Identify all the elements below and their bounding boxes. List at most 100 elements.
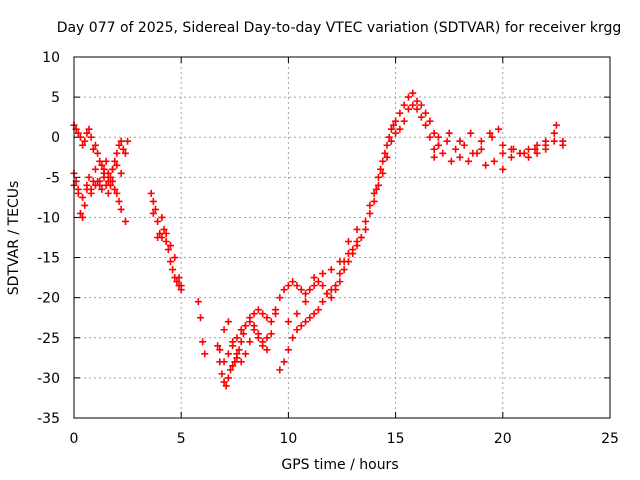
data-point bbox=[109, 165, 117, 173]
data-point bbox=[447, 157, 455, 165]
data-point bbox=[379, 157, 387, 165]
x-tick-label: 20 bbox=[494, 431, 512, 447]
data-point bbox=[229, 362, 237, 370]
data-point bbox=[87, 133, 95, 141]
data-point bbox=[263, 346, 271, 354]
data-point bbox=[396, 109, 404, 117]
y-tick-label: -35 bbox=[37, 411, 60, 427]
data-point bbox=[310, 282, 318, 290]
data-point bbox=[499, 141, 507, 149]
data-point bbox=[366, 201, 374, 209]
data-point bbox=[239, 330, 247, 338]
data-point bbox=[149, 197, 157, 205]
data-point bbox=[297, 322, 305, 330]
data-point bbox=[119, 145, 127, 153]
data-point bbox=[323, 290, 331, 298]
chart-title: Day 077 of 2025, Sidereal Day-to-day VTE… bbox=[57, 20, 622, 36]
data-point bbox=[357, 234, 365, 241]
data-point bbox=[434, 141, 442, 149]
data-point bbox=[201, 350, 209, 358]
data-point bbox=[113, 161, 121, 169]
data-point bbox=[242, 322, 250, 330]
data-point bbox=[379, 169, 387, 177]
data-point bbox=[91, 181, 99, 189]
data-point bbox=[374, 173, 382, 181]
data-point bbox=[430, 129, 438, 137]
data-point bbox=[280, 358, 288, 366]
data-point bbox=[166, 258, 174, 266]
data-point bbox=[242, 350, 250, 358]
data-point bbox=[327, 294, 335, 302]
data-point bbox=[115, 141, 123, 149]
data-point bbox=[349, 250, 357, 258]
data-point bbox=[233, 334, 241, 342]
data-point bbox=[409, 101, 417, 109]
data-point bbox=[81, 201, 89, 209]
data-point bbox=[473, 149, 481, 157]
plot-frame bbox=[73, 56, 611, 419]
data-point bbox=[237, 338, 245, 346]
data-point bbox=[220, 358, 228, 366]
data-point bbox=[445, 129, 453, 137]
data-point bbox=[507, 153, 515, 161]
data-point bbox=[91, 165, 99, 173]
data-point bbox=[417, 101, 425, 109]
y-tick-label: -30 bbox=[37, 371, 60, 387]
data-point bbox=[177, 282, 185, 290]
data-point bbox=[314, 306, 322, 314]
data-point bbox=[113, 189, 121, 197]
data-point bbox=[237, 358, 245, 366]
data-point bbox=[482, 161, 490, 169]
x-tick-label: 0 bbox=[70, 431, 79, 447]
data-point bbox=[314, 278, 322, 286]
x-tick-label: 5 bbox=[177, 431, 186, 447]
data-point bbox=[85, 173, 93, 181]
data-point bbox=[413, 105, 421, 113]
data-points bbox=[70, 89, 567, 390]
data-point bbox=[111, 157, 119, 165]
data-point bbox=[490, 157, 498, 165]
data-point bbox=[164, 246, 172, 254]
data-point bbox=[310, 274, 318, 282]
data-point bbox=[302, 298, 310, 306]
x-tick-label: 15 bbox=[387, 431, 405, 447]
data-point bbox=[149, 209, 157, 217]
data-point bbox=[81, 137, 89, 145]
data-point bbox=[319, 270, 327, 278]
data-point bbox=[383, 141, 391, 149]
data-point bbox=[87, 189, 95, 197]
y-tick-label: -20 bbox=[37, 291, 60, 307]
data-point bbox=[173, 278, 181, 286]
data-point bbox=[340, 266, 348, 274]
data-point bbox=[327, 266, 335, 274]
series-morning-descent-b bbox=[149, 209, 185, 290]
data-point bbox=[422, 121, 430, 129]
data-point bbox=[111, 185, 119, 193]
tick-labels: 0 5 10 15 20 25 10 5 0 -5 -10 -15 -20 -25 -30 -35 bbox=[37, 50, 619, 447]
data-point bbox=[456, 137, 464, 145]
data-point bbox=[552, 121, 560, 129]
data-point bbox=[559, 141, 567, 149]
series-early-cluster-a bbox=[70, 165, 125, 221]
data-point bbox=[250, 310, 258, 318]
data-point bbox=[194, 298, 202, 306]
data-point bbox=[104, 177, 112, 185]
data-point bbox=[366, 209, 374, 217]
data-point bbox=[531, 145, 539, 153]
data-point bbox=[158, 213, 166, 221]
data-point bbox=[306, 286, 314, 294]
data-point bbox=[495, 125, 503, 133]
data-point bbox=[218, 370, 226, 378]
data-point bbox=[199, 338, 207, 346]
data-point bbox=[98, 185, 106, 193]
data-point bbox=[250, 326, 258, 334]
data-point bbox=[520, 149, 528, 157]
data-point bbox=[289, 334, 297, 342]
data-point bbox=[89, 145, 97, 153]
data-point bbox=[422, 109, 430, 117]
data-point bbox=[214, 342, 222, 350]
data-point bbox=[74, 185, 82, 193]
data-point bbox=[409, 89, 417, 97]
series-afternoon-track-a bbox=[276, 225, 370, 374]
data-point bbox=[254, 330, 262, 338]
